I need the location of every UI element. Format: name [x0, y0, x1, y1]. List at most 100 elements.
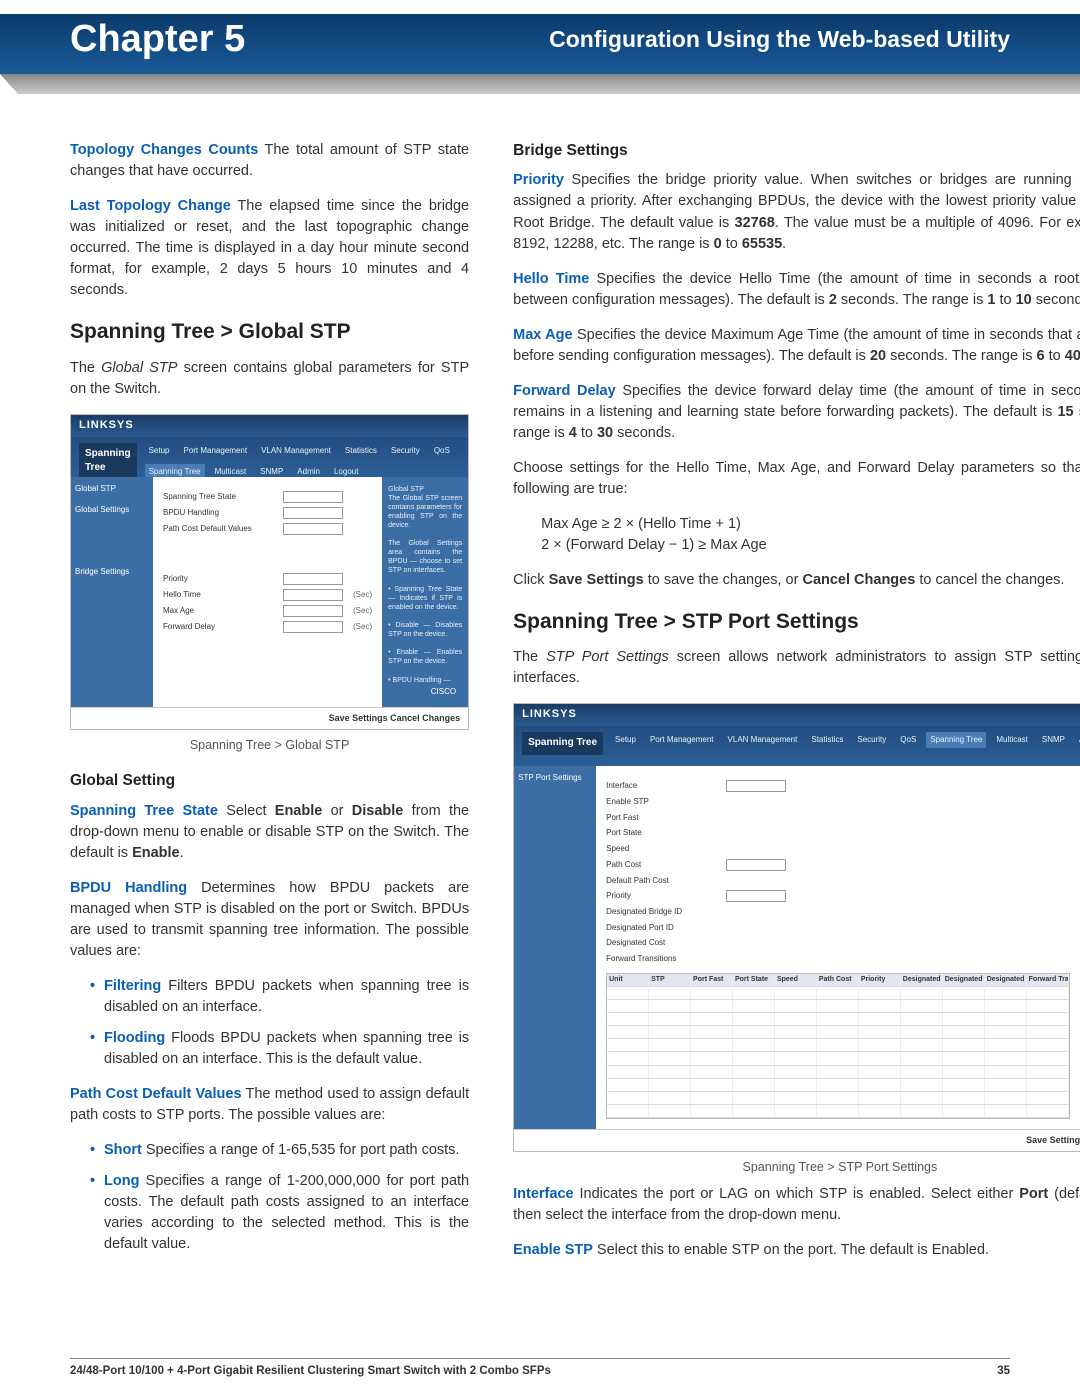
- th: Designated Cost: [985, 974, 1027, 986]
- ss-select[interactable]: [283, 523, 343, 535]
- ss-body: STP Port Settings Interface Enable STP P…: [514, 766, 1080, 1129]
- ss-table-row: [607, 1026, 1069, 1039]
- ss-tab[interactable]: QoS: [430, 443, 454, 459]
- th: Port State: [733, 974, 775, 986]
- ss-tab[interactable]: Admin: [1075, 732, 1080, 748]
- ss-left-item[interactable]: Global STP: [75, 483, 149, 495]
- left-column: Topology Changes Counts The total amount…: [70, 140, 469, 1275]
- para-hello: Hello Time Specifies the device Hello Ti…: [513, 269, 1080, 311]
- t: to save the changes, or: [644, 572, 803, 588]
- run-head: Last Topology Change: [70, 198, 231, 214]
- ss-label: Priority: [163, 573, 273, 585]
- ss-tab[interactable]: Setup: [611, 732, 640, 748]
- th: Speed: [775, 974, 817, 986]
- footer-product: 24/48-Port 10/100 + 4-Port Gigabit Resil…: [70, 1365, 551, 1377]
- t: seconds. The range is: [886, 348, 1036, 364]
- ss-left-item[interactable]: Bridge Settings: [75, 566, 149, 578]
- ss-tab[interactable]: Setup: [145, 443, 174, 459]
- bullet-head: Filtering: [104, 978, 161, 994]
- bold: 65535: [742, 236, 782, 252]
- para-path-cost: Path Cost Default Values The method used…: [70, 1084, 469, 1126]
- ss-tab[interactable]: Statistics: [341, 443, 381, 459]
- ss-left-item[interactable]: Global Settings: [75, 504, 149, 516]
- ss-input[interactable]: [283, 621, 343, 633]
- ss-label: Max Age: [163, 605, 273, 617]
- ss-select[interactable]: [283, 491, 343, 503]
- ss-table-row: [607, 1079, 1069, 1092]
- ss-tabs: Setup Port Management VLAN Management St…: [611, 732, 1080, 748]
- run-head: Forward Delay: [513, 383, 616, 399]
- para-maxage: Max Age Specifies the device Maximum Age…: [513, 325, 1080, 367]
- heading-global-stp: Spanning Tree > Global STP: [70, 317, 469, 347]
- t: to: [1045, 348, 1065, 364]
- screenshot-stp-port: LINKSYS Spanning Tree Setup Port Managem…: [513, 703, 1080, 1152]
- ss-tab-active[interactable]: Spanning Tree: [926, 732, 986, 748]
- ss-tab[interactable]: VLAN Management: [724, 732, 802, 748]
- para-last-topology: Last Topology Change The elapsed time si…: [70, 196, 469, 301]
- ss-input[interactable]: [726, 890, 786, 902]
- para-stp-state: Spanning Tree State Select Enable or Dis…: [70, 801, 469, 864]
- screenshot-global-stp: LINKSYS Spanning Tree Setup Port Managem…: [70, 414, 469, 731]
- para-topology-changes: Topology Changes Counts The total amount…: [70, 140, 469, 182]
- ss-select[interactable]: [726, 780, 786, 792]
- ss-label: Path Cost: [606, 859, 716, 871]
- ss-label: Speed: [606, 843, 716, 855]
- right-column: Bridge Settings Priority Specifies the b…: [513, 140, 1080, 1275]
- page-footer: 24/48-Port 10/100 + 4-Port Gigabit Resil…: [70, 1358, 1010, 1377]
- heading-global-setting: Global Setting: [70, 770, 469, 792]
- ss-tab[interactable]: SNMP: [1038, 732, 1069, 748]
- ss-tab[interactable]: Security: [853, 732, 890, 748]
- para-fwd: Forward Delay Specifies the device forwa…: [513, 381, 1080, 444]
- th: Designated Port: [943, 974, 985, 986]
- ss-tab[interactable]: VLAN Management: [257, 443, 335, 459]
- figure-caption: Spanning Tree > STP Port Settings: [513, 1158, 1080, 1176]
- ss-label: Designated Bridge ID: [606, 906, 716, 918]
- heading-bridge-settings: Bridge Settings: [513, 140, 1080, 162]
- ss-left-item[interactable]: STP Port Settings: [518, 772, 592, 784]
- th: Forward Transitions: [1027, 974, 1069, 986]
- ss-unit: (Sec): [353, 621, 372, 633]
- bullet-head: Short: [104, 1142, 142, 1158]
- bold: Save Settings: [549, 572, 644, 588]
- run-head: Enable STP: [513, 1242, 593, 1258]
- t: Specifies a range of 1-65,535 for port p…: [142, 1142, 460, 1158]
- ss-input[interactable]: [283, 589, 343, 601]
- ss-help-panel: Global STP The Global STP screen contain…: [382, 477, 468, 707]
- ss-input[interactable]: [726, 859, 786, 871]
- bold: Cancel Changes: [802, 572, 915, 588]
- cisco-logo: CISCO: [388, 685, 462, 699]
- bold: 2: [829, 292, 837, 308]
- th: Path Cost: [817, 974, 859, 986]
- ss-left-nav: STP Port Settings: [514, 766, 596, 1129]
- ss-tab[interactable]: Port Management: [646, 732, 718, 748]
- ss-label: Designated Port ID: [606, 922, 716, 934]
- t: .: [180, 845, 184, 861]
- ss-label: Default Path Cost: [606, 875, 716, 887]
- ss-tab[interactable]: QoS: [896, 732, 920, 748]
- ss-label: Priority: [606, 890, 716, 902]
- chapter-banner: Chapter 5 Configuration Using the Web-ba…: [0, 0, 1080, 100]
- ss-label: Enable STP: [606, 796, 716, 808]
- eq-line: Max Age ≥ 2 × (Hello Time + 1): [541, 514, 1080, 535]
- ss-footer[interactable]: Save Settings Cancel Changes: [514, 1129, 1080, 1151]
- t: (default) or: [1048, 1186, 1080, 1202]
- t: or: [322, 803, 351, 819]
- ss-tab[interactable]: Multicast: [992, 732, 1032, 748]
- ss-nav-main: Spanning Tree: [522, 732, 603, 755]
- bold: 4: [569, 425, 577, 441]
- ss-tab[interactable]: Statistics: [807, 732, 847, 748]
- ss-tab[interactable]: Security: [387, 443, 424, 459]
- para-choose: Choose settings for the Hello Time, Max …: [513, 458, 1080, 500]
- para-interface: Interface Indicates the port or LAG on w…: [513, 1184, 1080, 1226]
- ss-input[interactable]: [283, 605, 343, 617]
- ss-footer[interactable]: Save Settings Cancel Changes: [71, 707, 468, 729]
- list-item: Flooding Floods BPDU packets when spanni…: [90, 1028, 469, 1070]
- ss-select[interactable]: [283, 507, 343, 519]
- ss-label: Forward Delay: [163, 621, 273, 633]
- para-click-save: Click Save Settings to save the changes,…: [513, 570, 1080, 591]
- ss-input[interactable]: [283, 573, 343, 585]
- run-head: Path Cost Default Values: [70, 1086, 242, 1102]
- ss-unit: (Sec): [353, 589, 372, 601]
- ss-tab[interactable]: Port Management: [179, 443, 251, 459]
- bold: Enable: [132, 845, 180, 861]
